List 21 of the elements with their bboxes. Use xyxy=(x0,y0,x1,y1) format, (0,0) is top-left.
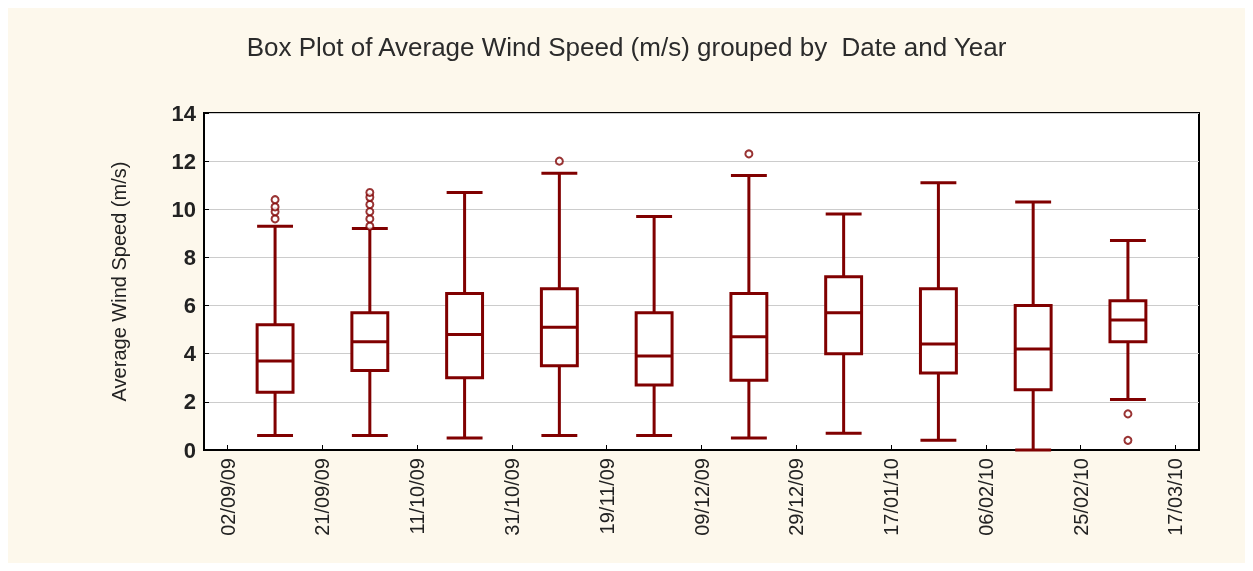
x-tick-label: 19/11/09 xyxy=(595,458,618,535)
x-tick-label: 25/02/10 xyxy=(1069,458,1092,536)
y-tick-label: 12 xyxy=(171,148,196,174)
chart-title: Box Plot of Average Wind Speed (m/s) grouped by Date and Year xyxy=(246,32,1007,62)
y-axis-title: Average Wind Speed (m/s) xyxy=(108,161,130,402)
y-tick-label: 14 xyxy=(171,100,197,126)
y-tick-label: 2 xyxy=(183,389,196,415)
y-tick-label: 10 xyxy=(171,196,196,222)
x-tick-label: 02/09/09 xyxy=(216,458,239,536)
x-tick-label: 11/10/09 xyxy=(406,458,429,535)
x-tick-label: 31/10/09 xyxy=(500,458,523,536)
y-tick-label: 8 xyxy=(183,244,196,270)
y-tick-label: 6 xyxy=(183,293,196,319)
x-tick-label: 17/03/10 xyxy=(1164,458,1187,536)
y-tick-label: 4 xyxy=(183,341,197,367)
x-tick-label: 06/02/10 xyxy=(974,458,997,536)
x-tick-label: 17/01/10 xyxy=(880,458,903,536)
y-tick-label: 0 xyxy=(183,437,196,463)
x-tick-label: 09/12/09 xyxy=(690,458,713,536)
x-tick-label: 29/12/09 xyxy=(785,458,808,536)
x-tick-label: 21/09/09 xyxy=(311,458,334,536)
